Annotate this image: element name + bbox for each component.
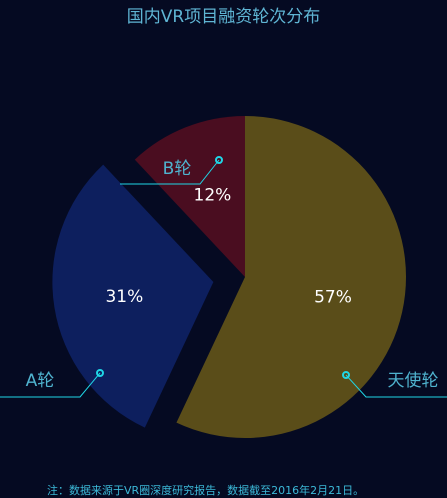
pie-slice-2 bbox=[52, 164, 214, 428]
slice-name-label: B轮 bbox=[163, 159, 192, 179]
slice-name-label: 天使轮 bbox=[388, 370, 439, 391]
pie-slices: 57% 31% 12% bbox=[52, 116, 406, 438]
slice-percent-label: 31% bbox=[105, 287, 143, 307]
callout-marker bbox=[96, 369, 104, 377]
slice-name-label: A轮 bbox=[26, 371, 55, 391]
pie-slice-1 bbox=[176, 116, 406, 438]
source-note: 注：数据来源于VR圈深度研究报告，数据截至2016年2月21日。 bbox=[47, 484, 365, 497]
callout-marker bbox=[342, 371, 350, 379]
callout-line bbox=[0, 372, 101, 398]
slice-percent-label: 12% bbox=[194, 186, 232, 206]
slice-callouts: 天使轮 A轮 B轮 bbox=[0, 156, 447, 398]
callout-line bbox=[345, 374, 447, 398]
pie-slice-3 bbox=[134, 116, 245, 277]
callout-marker bbox=[215, 156, 223, 164]
slice-percent-label: 57% bbox=[314, 288, 352, 308]
chart-title: 国内VR项目融资轮次分布 bbox=[126, 7, 321, 27]
callout-line bbox=[120, 159, 220, 185]
